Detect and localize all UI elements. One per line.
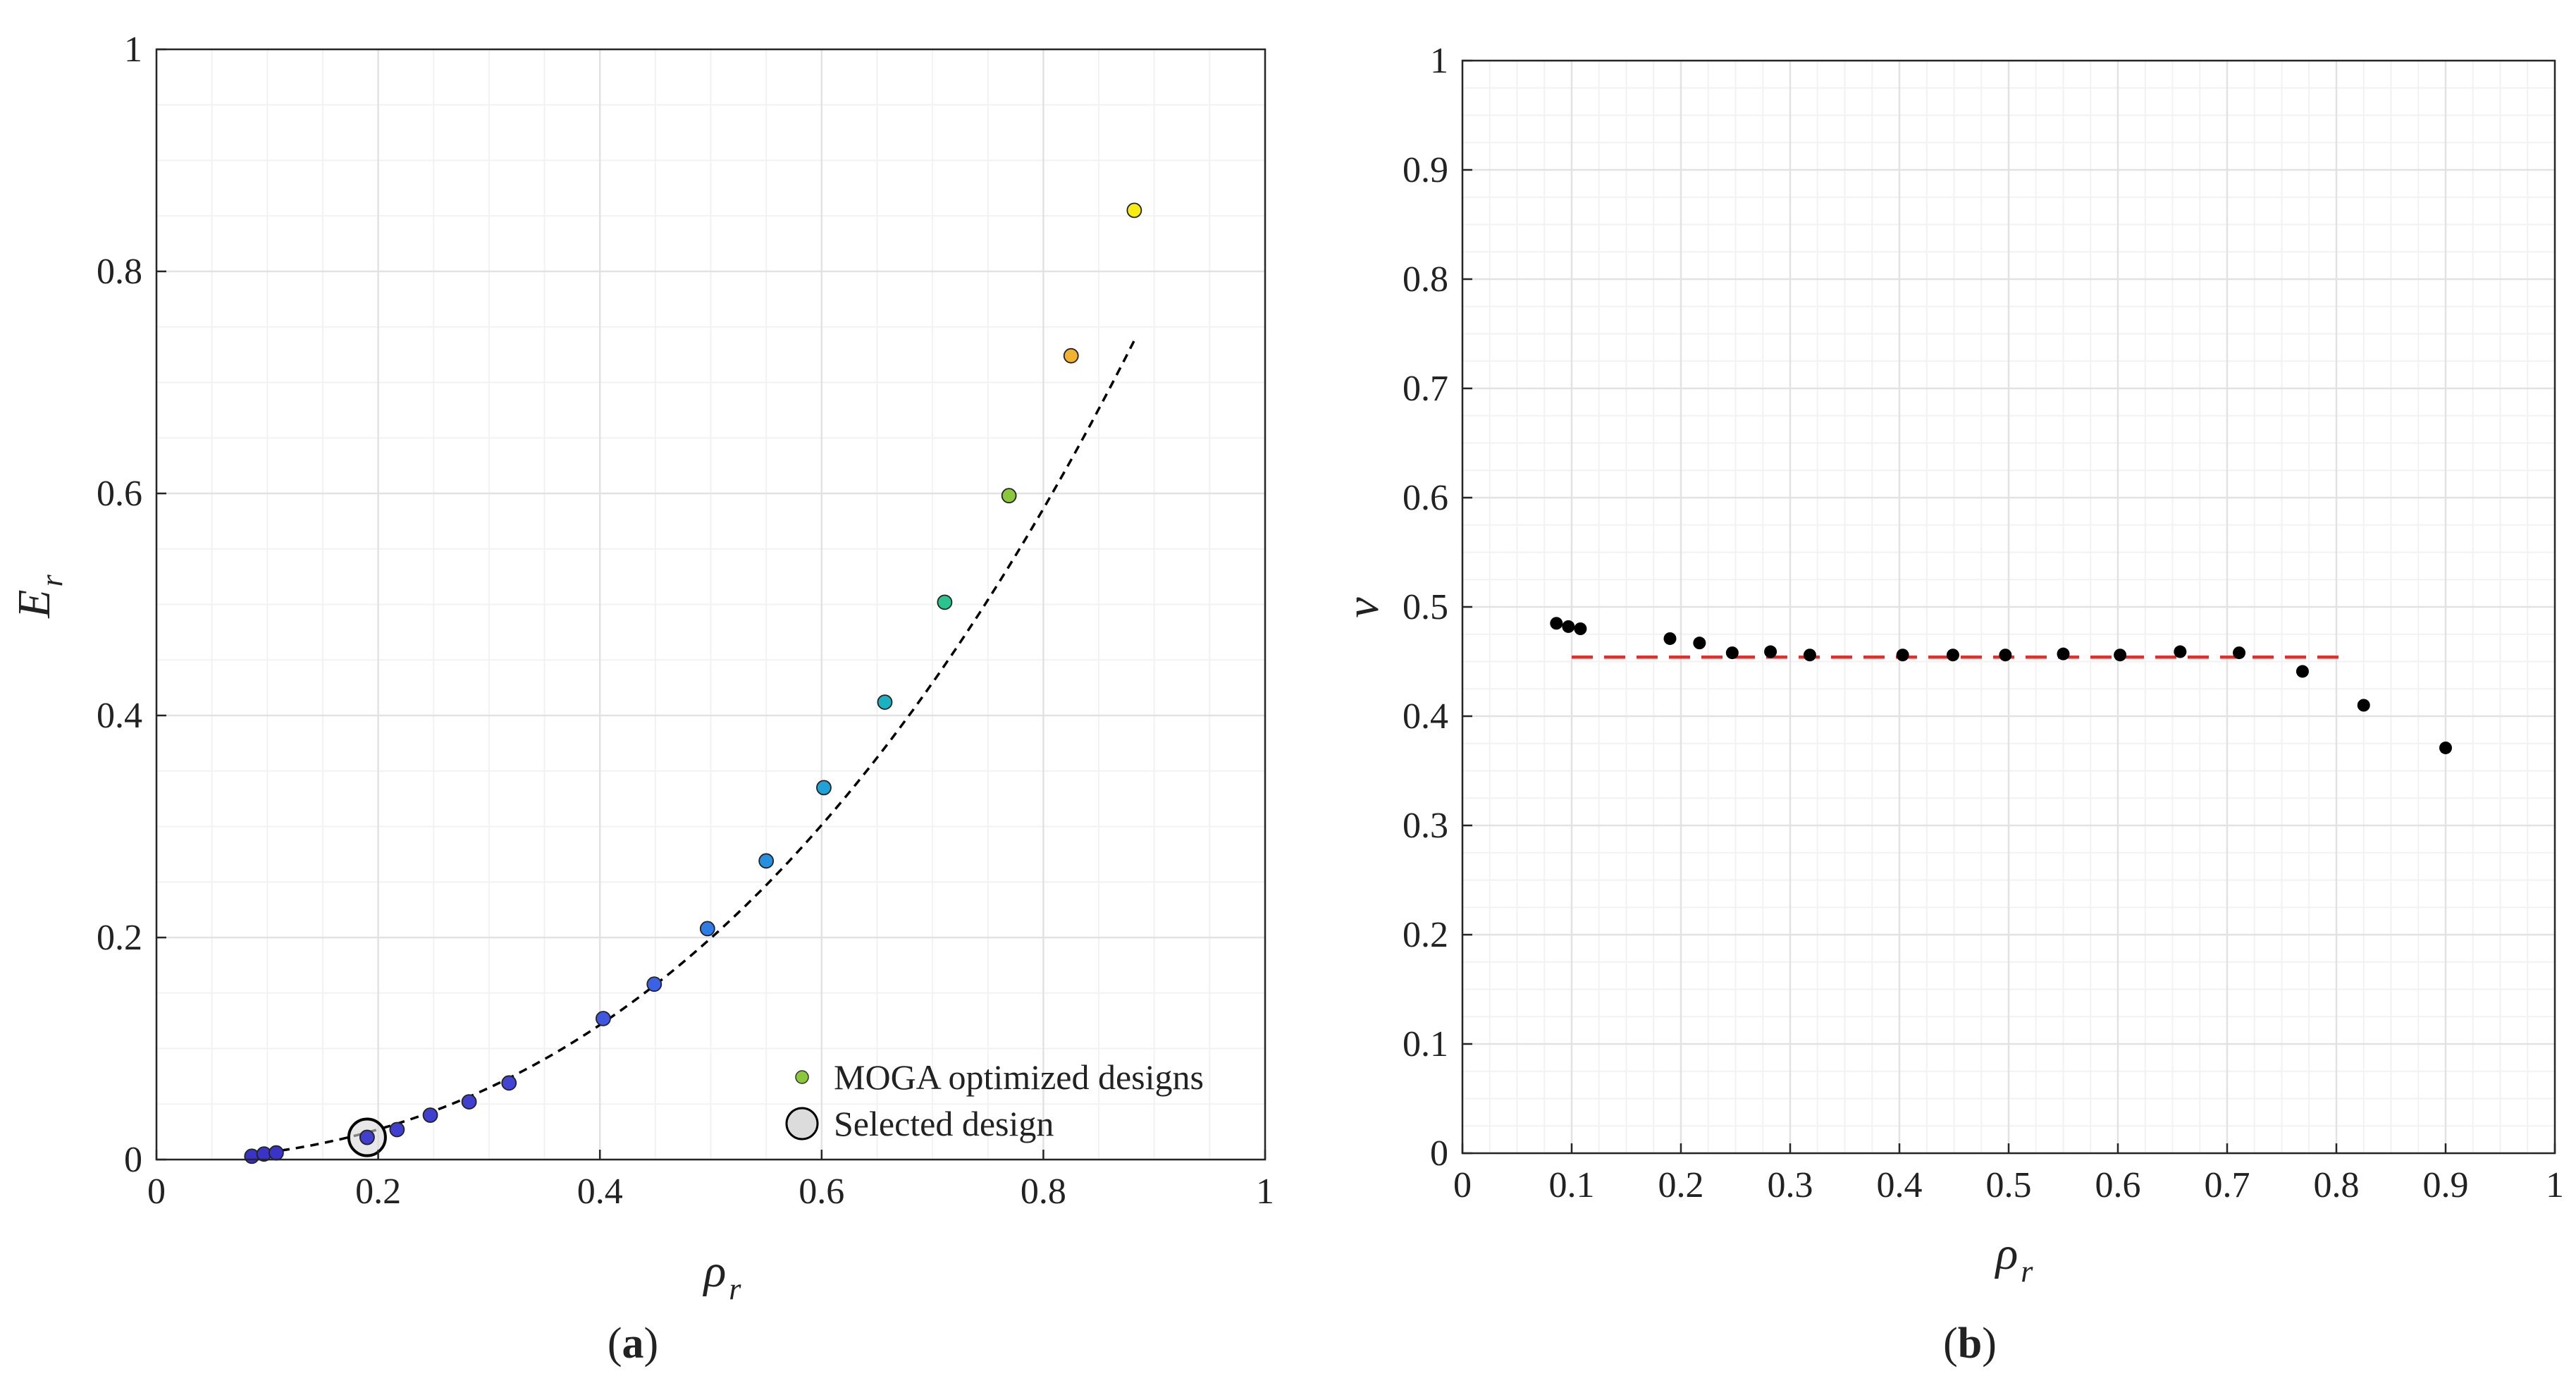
x-tick-label: 0.2 [1658, 1165, 1704, 1205]
x-tick-label: 1 [1256, 1172, 1274, 1212]
plot-frame [155, 48, 1267, 1161]
poisson-ratio-point [1693, 637, 1706, 650]
poisson-ratio-point [1896, 649, 1909, 662]
design-point [699, 921, 715, 937]
x-tick-label: 0.7 [2205, 1165, 2250, 1205]
poisson-ratio-point [2439, 741, 2452, 754]
panel-b-tick-labels: 0 0.1 0.2 0.3 0.4 0.5 0.6 0.7 0.8 0.9 1 0 0.1 0.2 0.3 0… [1403, 41, 2564, 1205]
y-tick-label: 0.8 [97, 252, 142, 292]
panel-b-y-axis-title: ν [1337, 597, 1388, 618]
panel-a-y-axis-title: Er [8, 574, 69, 618]
design-point [422, 1107, 438, 1123]
design-point [877, 694, 893, 710]
x-tick-label: 1 [2546, 1165, 2564, 1205]
design-point [646, 976, 663, 993]
x-tick-label: 0.6 [2095, 1165, 2141, 1205]
panel-b-x-axis-title: ρr [1995, 1228, 2034, 1289]
design-point [816, 780, 832, 796]
design-point [461, 1094, 477, 1110]
x-tick-label: 0.5 [1986, 1165, 2032, 1205]
poisson-ratio-point [1725, 646, 1739, 660]
panel-a-x-axis-title: ρr [703, 1246, 742, 1306]
legend-selected-label: Selected design [834, 1104, 1054, 1143]
poisson-ratio-point [1574, 622, 1587, 635]
panel-b: 0 0.1 0.2 0.3 0.4 0.5 0.6 0.7 0.8 0.9 1 0 0.1 0.2 0.3 0… [1337, 41, 2564, 1368]
y-tick-label: 0.4 [97, 696, 142, 736]
x-tick-label: 0.4 [1877, 1165, 1923, 1205]
x-tick-label: 0 [147, 1172, 166, 1212]
panel-b-grid [1461, 59, 2556, 1155]
y-tick-label: 0.8 [1403, 259, 1448, 300]
design-point [596, 1011, 611, 1026]
panel-a: 0 0.2 0.4 0.6 0.8 1 0 0.2 0.4 0.6 0.8 1 ρr Er MOGA … [8, 30, 1274, 1368]
panel-a-points [244, 202, 1142, 1164]
poisson-ratio-point [2057, 647, 2070, 660]
poisson-ratio-point [1550, 617, 1563, 630]
design-point [1063, 348, 1079, 364]
x-tick-label: 0.8 [2314, 1165, 2360, 1205]
design-point [268, 1145, 284, 1161]
panel-a-grid [155, 48, 1267, 1161]
x-tick-label: 0.2 [355, 1172, 401, 1212]
y-tick-label: 0.3 [1403, 806, 1448, 846]
poisson-ratio-point [1562, 620, 1575, 633]
legend-selected-marker [785, 1107, 819, 1141]
poisson-ratio-point [2114, 649, 2127, 662]
x-tick-label: 0.6 [799, 1172, 844, 1212]
poisson-ratio-point [1999, 649, 2012, 662]
panel-a-axes [155, 48, 1267, 1161]
panel-a-label: (a) [608, 1320, 658, 1368]
selected-design-point [359, 1129, 375, 1145]
poisson-ratio-point [2174, 645, 2187, 658]
x-tick-label: 0.9 [2423, 1165, 2469, 1205]
panel-b-label: (b) [1943, 1320, 1997, 1368]
y-tick-label: 1 [1430, 41, 1448, 81]
poisson-ratio-point [2233, 646, 2246, 660]
y-tick-label: 0.2 [97, 918, 142, 958]
y-tick-label: 0.9 [1403, 150, 1448, 190]
design-point [501, 1075, 517, 1091]
poisson-ratio-point [1803, 649, 1816, 662]
panel-b-points [1550, 617, 2452, 754]
y-tick-label: 1 [124, 30, 142, 70]
poisson-ratio-point [2357, 699, 2370, 712]
y-tick-label: 0 [124, 1140, 142, 1180]
y-tick-label: 0.6 [1403, 478, 1448, 518]
y-tick-label: 0.5 [1403, 587, 1448, 627]
x-tick-label: 0.1 [1549, 1165, 1595, 1205]
design-point [389, 1121, 405, 1138]
poisson-ratio-point [1663, 632, 1677, 645]
poisson-ratio-point [2295, 665, 2309, 678]
x-tick-label: 0.3 [1768, 1165, 1813, 1205]
legend-moga-marker [795, 1070, 809, 1084]
y-tick-label: 0.2 [1403, 915, 1448, 955]
x-tick-label: 0 [1453, 1165, 1472, 1205]
poisson-ratio-point [1764, 645, 1777, 658]
y-tick-label: 0 [1430, 1133, 1448, 1174]
y-tick-label: 0.7 [1403, 369, 1448, 409]
legend-moga-label: MOGA optimized designs [834, 1057, 1204, 1097]
design-point [937, 594, 953, 610]
panel-b-axes [1461, 59, 2556, 1155]
panel-a-tick-labels: 0 0.2 0.4 0.6 0.8 1 0 0.2 0.4 0.6 0.8 1 [97, 30, 1274, 1212]
design-point [1126, 202, 1142, 219]
design-point [758, 853, 775, 869]
y-tick-label: 0.6 [97, 474, 142, 514]
poisson-ratio-point [1946, 649, 1959, 662]
panel-a-legend: MOGA optimized designs Selected design [785, 1057, 1204, 1143]
y-tick-label: 0.4 [1403, 696, 1448, 737]
x-tick-label: 0.8 [1021, 1172, 1066, 1212]
y-tick-label: 0.1 [1403, 1024, 1448, 1064]
design-point [1001, 488, 1017, 504]
x-tick-label: 0.4 [577, 1172, 623, 1212]
